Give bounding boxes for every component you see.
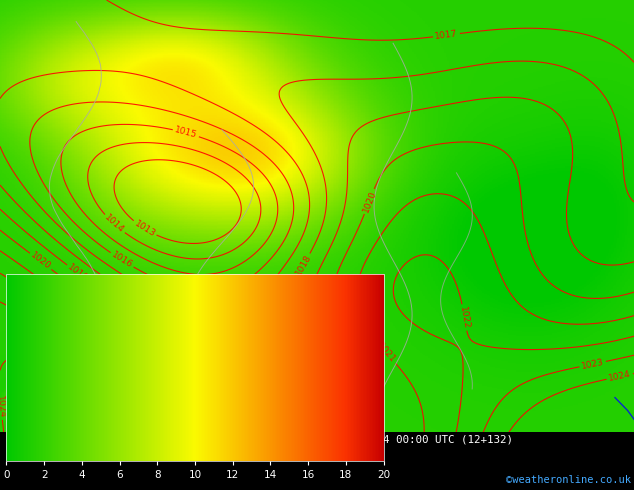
Text: Surface pressure Spread mean+σ [hPa] ECMWF    Tu 04-06-2024 00:00 UTC (12+132): Surface pressure Spread mean+σ [hPa] ECM… — [6, 435, 514, 445]
Text: 1024: 1024 — [56, 368, 81, 386]
Text: 1013: 1013 — [133, 219, 157, 239]
Text: 1014: 1014 — [103, 213, 126, 235]
Text: 1022: 1022 — [200, 408, 225, 426]
Text: 1024: 1024 — [0, 395, 6, 418]
Text: 1016: 1016 — [110, 250, 134, 270]
Text: 1020: 1020 — [361, 189, 378, 214]
Text: 1017: 1017 — [434, 29, 458, 41]
Text: 1022: 1022 — [458, 305, 471, 329]
Text: 1024: 1024 — [607, 370, 631, 383]
Text: 1015: 1015 — [174, 125, 198, 140]
Text: 1023: 1023 — [53, 336, 77, 357]
Text: 1021: 1021 — [376, 342, 398, 365]
Text: 1019: 1019 — [66, 263, 90, 284]
Text: 1023: 1023 — [581, 357, 605, 371]
Text: ©weatheronline.co.uk: ©weatheronline.co.uk — [506, 475, 631, 486]
Text: 1018: 1018 — [294, 253, 313, 277]
Text: 1020: 1020 — [29, 251, 53, 272]
Text: 1021: 1021 — [93, 321, 115, 344]
Text: 1017: 1017 — [250, 285, 271, 309]
